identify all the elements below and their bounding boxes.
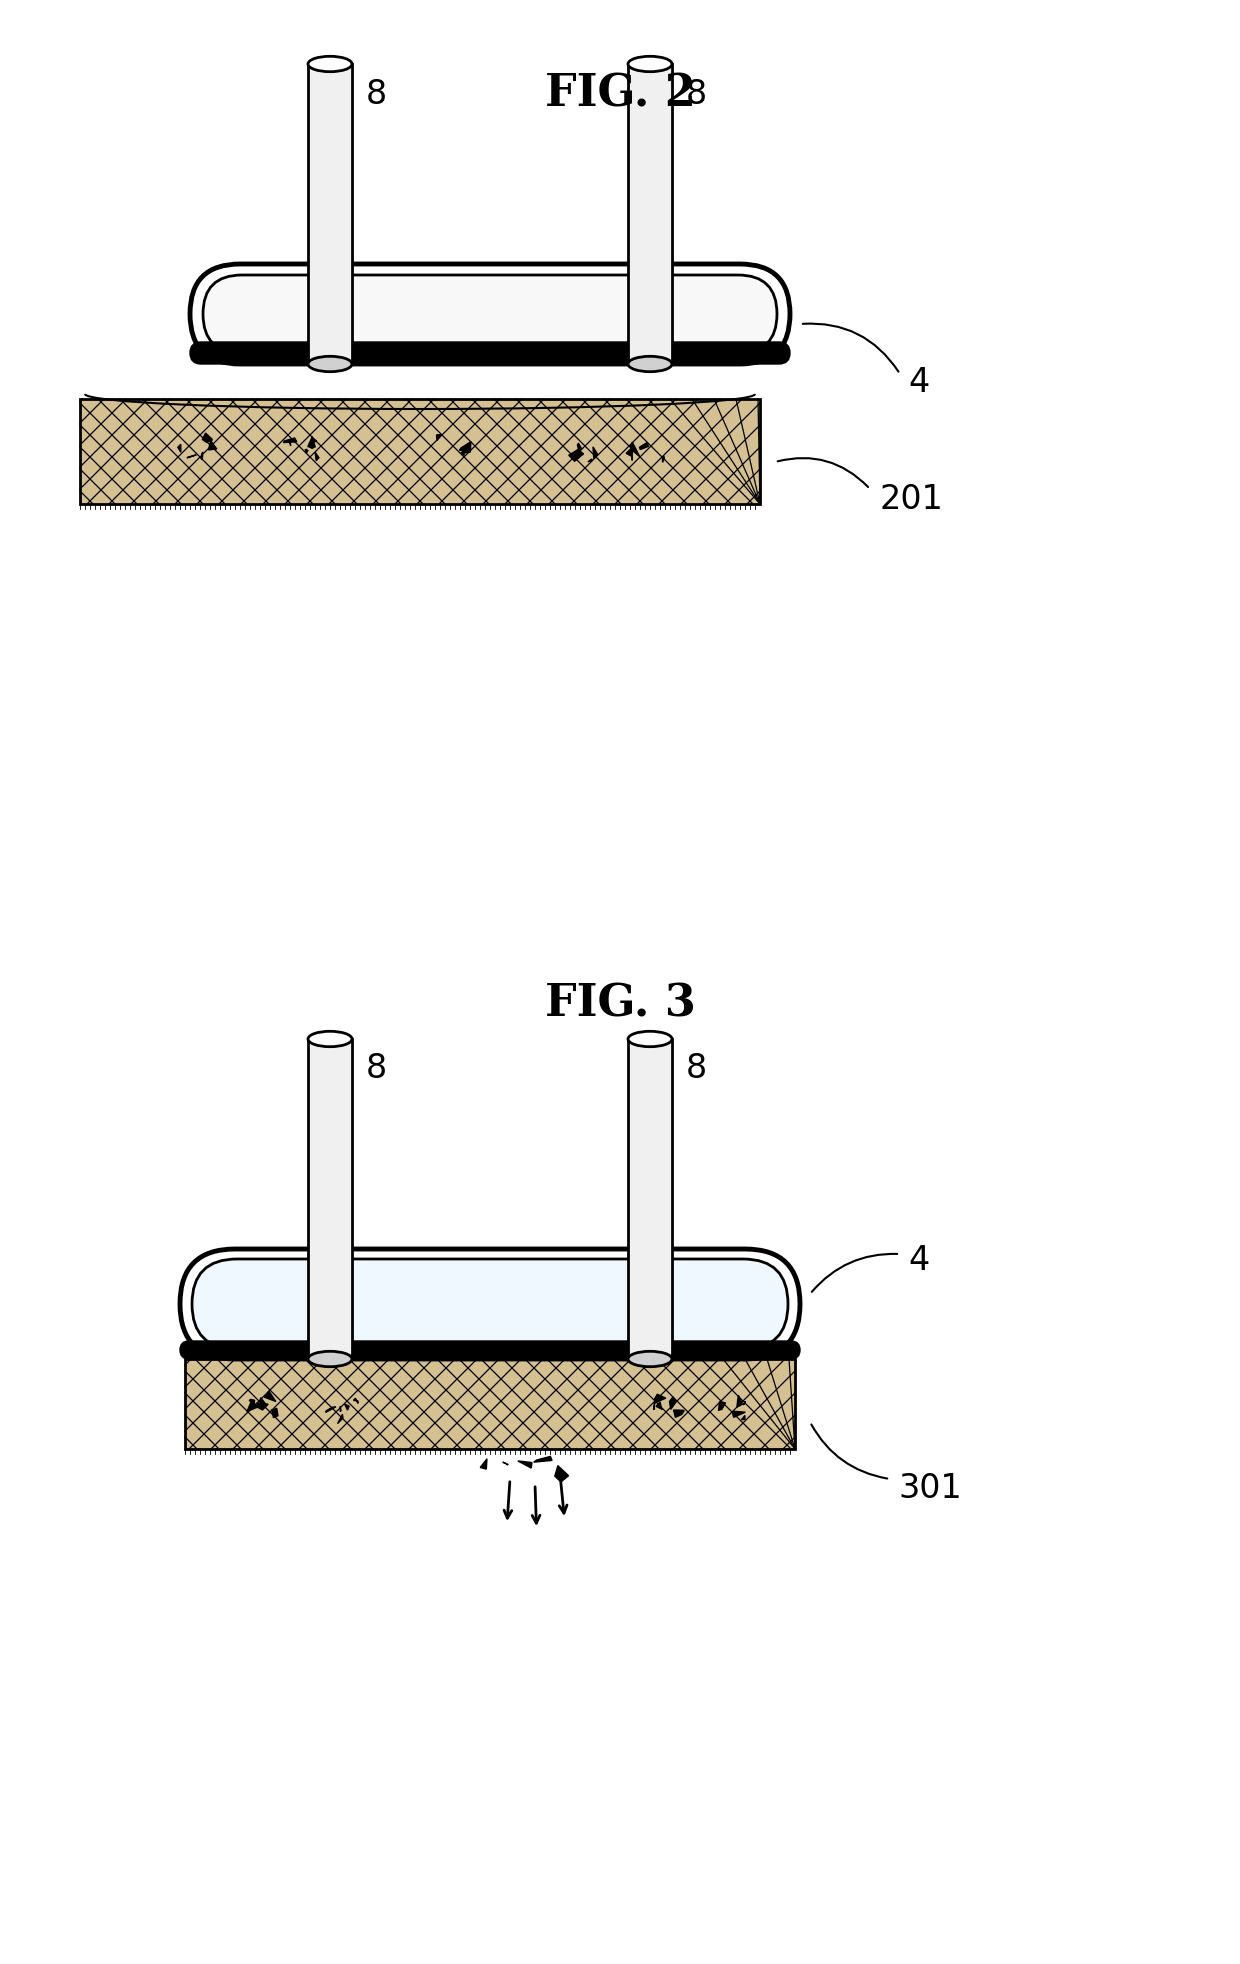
Polygon shape <box>305 450 308 454</box>
Polygon shape <box>737 1394 743 1406</box>
Polygon shape <box>259 1398 265 1404</box>
Polygon shape <box>326 1406 336 1412</box>
Bar <box>81 399 760 505</box>
Text: FIG. 3: FIG. 3 <box>544 982 696 1025</box>
Text: 201: 201 <box>880 483 944 515</box>
Polygon shape <box>630 442 640 456</box>
Ellipse shape <box>627 57 672 73</box>
Bar <box>185 1359 795 1449</box>
Ellipse shape <box>627 1031 672 1047</box>
Polygon shape <box>284 438 296 442</box>
Polygon shape <box>247 1400 258 1412</box>
Text: 8: 8 <box>366 1053 387 1086</box>
Polygon shape <box>662 456 665 462</box>
Polygon shape <box>337 1414 343 1424</box>
Text: 8: 8 <box>686 1053 707 1086</box>
Polygon shape <box>656 1402 662 1410</box>
FancyBboxPatch shape <box>203 275 777 354</box>
FancyBboxPatch shape <box>180 1341 800 1359</box>
Ellipse shape <box>308 1031 352 1047</box>
Polygon shape <box>315 452 319 462</box>
Polygon shape <box>718 1402 725 1410</box>
Polygon shape <box>673 1410 684 1418</box>
Polygon shape <box>502 1461 508 1465</box>
Polygon shape <box>436 434 441 440</box>
Polygon shape <box>533 1457 552 1461</box>
Text: 4: 4 <box>908 365 929 399</box>
FancyBboxPatch shape <box>190 263 790 363</box>
Polygon shape <box>518 1461 532 1467</box>
Text: 8: 8 <box>366 77 387 110</box>
Polygon shape <box>308 436 315 448</box>
Polygon shape <box>272 1408 278 1418</box>
Bar <box>308 1039 352 1359</box>
Polygon shape <box>310 438 316 442</box>
Polygon shape <box>177 444 181 452</box>
Polygon shape <box>264 1391 275 1402</box>
Polygon shape <box>640 442 649 450</box>
Bar <box>81 399 760 505</box>
Polygon shape <box>480 1459 487 1469</box>
Polygon shape <box>626 448 632 460</box>
Polygon shape <box>742 1416 745 1420</box>
Bar <box>308 65 352 363</box>
Polygon shape <box>593 448 598 460</box>
Bar <box>627 65 672 363</box>
Polygon shape <box>208 442 217 450</box>
Polygon shape <box>461 452 464 456</box>
Text: 301: 301 <box>898 1473 962 1506</box>
FancyBboxPatch shape <box>190 342 790 363</box>
Ellipse shape <box>627 355 672 371</box>
Text: 8: 8 <box>686 77 707 110</box>
Polygon shape <box>588 460 593 462</box>
Polygon shape <box>202 434 212 442</box>
Text: 4: 4 <box>908 1243 929 1277</box>
Text: FIG. 2: FIG. 2 <box>544 73 696 116</box>
Polygon shape <box>460 448 471 450</box>
Ellipse shape <box>308 57 352 73</box>
Ellipse shape <box>627 1351 672 1367</box>
Bar <box>627 1039 672 1359</box>
Polygon shape <box>733 1412 745 1418</box>
Polygon shape <box>670 1396 676 1410</box>
Polygon shape <box>345 1404 350 1410</box>
Ellipse shape <box>308 1351 352 1367</box>
Polygon shape <box>653 1398 655 1410</box>
Bar <box>185 1359 795 1449</box>
Polygon shape <box>554 1465 569 1483</box>
Polygon shape <box>257 1402 268 1410</box>
Polygon shape <box>578 444 582 450</box>
Polygon shape <box>249 1400 254 1404</box>
Polygon shape <box>569 450 584 462</box>
Polygon shape <box>187 456 196 458</box>
Polygon shape <box>743 1400 745 1404</box>
Polygon shape <box>460 442 471 454</box>
Ellipse shape <box>308 355 352 371</box>
FancyBboxPatch shape <box>180 1249 800 1359</box>
Polygon shape <box>201 452 203 460</box>
Polygon shape <box>655 1394 666 1402</box>
Polygon shape <box>353 1398 358 1404</box>
FancyBboxPatch shape <box>192 1259 787 1349</box>
